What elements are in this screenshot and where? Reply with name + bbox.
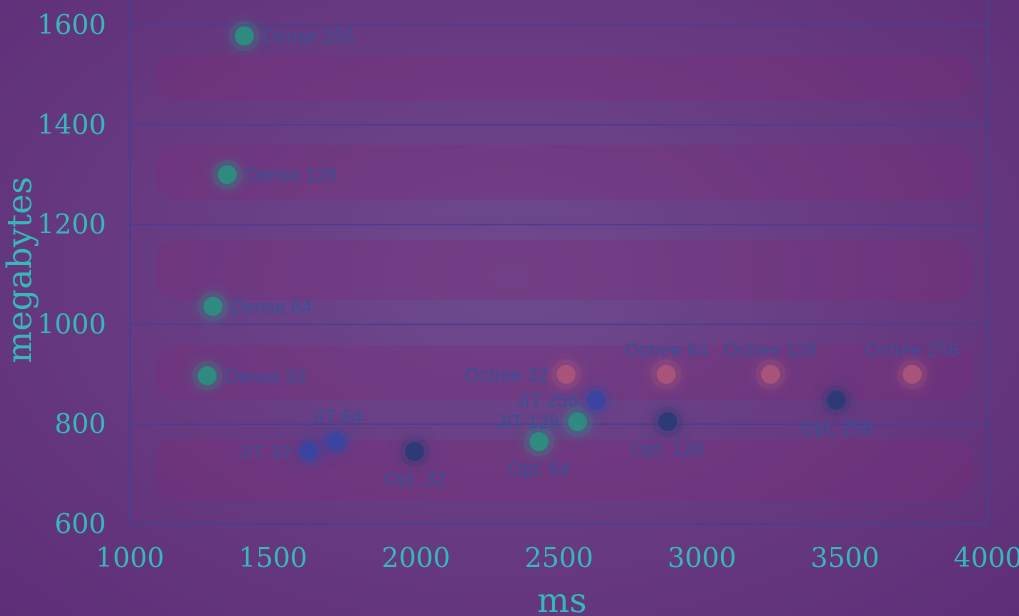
background-band bbox=[155, 240, 973, 300]
y-tick-labels: 600 800 1000 1200 1400 1600 bbox=[37, 10, 106, 540]
data-point bbox=[405, 442, 425, 462]
data-point bbox=[217, 165, 237, 185]
data-point bbox=[568, 412, 588, 432]
point-label: JIT 32 bbox=[238, 443, 290, 464]
data-point bbox=[529, 432, 549, 452]
data-point bbox=[203, 296, 223, 316]
x-tick-labels: 1000 1500 2000 2500 3000 3500 4000 bbox=[96, 543, 1019, 574]
point-label: Opt. 32 bbox=[383, 470, 445, 491]
data-point bbox=[826, 390, 846, 410]
background-band bbox=[155, 440, 973, 500]
background-band bbox=[155, 55, 973, 100]
data-point bbox=[902, 364, 922, 384]
point-label: Octree 128 bbox=[724, 340, 818, 361]
data-point bbox=[658, 412, 678, 432]
y-tick-label: 1400 bbox=[37, 110, 106, 141]
point-label: Opt. 64 bbox=[508, 460, 571, 481]
x-tick-label: 4000 bbox=[954, 543, 1019, 574]
point-label: Dense 256 bbox=[262, 27, 354, 48]
data-point bbox=[656, 364, 676, 384]
x-tick-label: 1500 bbox=[239, 543, 308, 574]
point-label: Dense 64 bbox=[231, 297, 313, 318]
x-tick-label: 1000 bbox=[96, 543, 165, 574]
data-point bbox=[234, 26, 254, 46]
y-tick-label: 1600 bbox=[37, 10, 106, 41]
background-band bbox=[155, 145, 973, 200]
x-tick-label: 2500 bbox=[525, 543, 594, 574]
plot-frame bbox=[129, 0, 989, 525]
point-label: Opt. 256 bbox=[800, 418, 873, 439]
data-point bbox=[326, 432, 346, 452]
x-tick-label: 3000 bbox=[668, 543, 737, 574]
point-label: Opt. 128 bbox=[631, 440, 704, 461]
point-label: JIT 256 bbox=[515, 391, 578, 412]
point-label: JIT 128 bbox=[497, 413, 560, 434]
x-tick-label: 2000 bbox=[382, 543, 451, 574]
data-point bbox=[586, 390, 606, 410]
point-label: Octree 64 bbox=[625, 340, 709, 361]
y-axis-title: megabytes bbox=[0, 177, 40, 364]
data-point bbox=[556, 364, 576, 384]
point-label: Octree 256 bbox=[865, 340, 959, 361]
point-label: Octree 32 bbox=[465, 365, 548, 386]
y-tick-label: 1200 bbox=[37, 210, 106, 241]
x-axis-title: ms bbox=[537, 581, 587, 616]
data-points: Dense 256 Dense 128 Dense 64 Dense 32 JIT 32… bbox=[192, 20, 959, 491]
data-point bbox=[761, 364, 781, 384]
data-point bbox=[299, 442, 319, 462]
y-tick-label: 600 bbox=[54, 509, 106, 540]
y-tick-label: 1000 bbox=[37, 309, 106, 340]
y-tick-label: 800 bbox=[54, 409, 106, 440]
data-point bbox=[197, 366, 217, 386]
point-label: Dense 32 bbox=[225, 367, 306, 388]
point-label: Dense 128 bbox=[245, 166, 337, 187]
point-label: JIT 64 bbox=[310, 408, 363, 429]
x-tick-label: 3500 bbox=[811, 543, 880, 574]
